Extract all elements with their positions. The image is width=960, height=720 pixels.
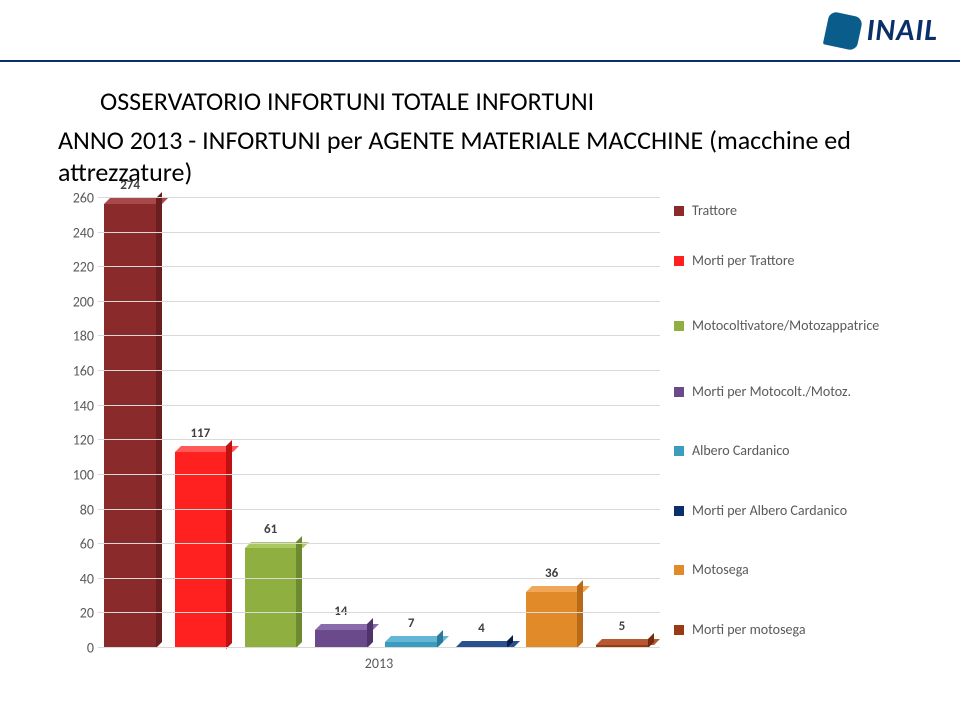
- bar-side: [577, 580, 583, 648]
- bar-side: [437, 630, 443, 648]
- logo: INAIL: [826, 12, 938, 49]
- grid-line: [98, 405, 660, 406]
- grid-line: [98, 266, 660, 267]
- grid-line: [98, 197, 660, 198]
- legend-swatch: [674, 565, 684, 575]
- y-tick: 100: [73, 466, 94, 483]
- legend-item: Trattore: [674, 202, 940, 220]
- grid-line: [98, 578, 660, 579]
- bar-value-label: 117: [175, 426, 227, 441]
- bar-front: [104, 204, 156, 648]
- legend-label: Motocoltivatore/Motozappatrice: [692, 317, 940, 335]
- bar-value-label: 4: [456, 621, 508, 636]
- legend-label: Motosega: [692, 561, 940, 579]
- legend-swatch: [674, 206, 684, 216]
- grid-line: [98, 439, 660, 440]
- bar-value-label: 14: [315, 604, 367, 619]
- bar-value-label: 7: [385, 616, 437, 631]
- legend-label: Morti per Albero Cardanico: [692, 502, 940, 520]
- legend-label: Morti per Trattore: [692, 252, 940, 270]
- bar-value-label: 274: [104, 178, 156, 193]
- grid-line: [98, 370, 660, 371]
- grid-line: [98, 232, 660, 233]
- grid-line: [98, 647, 660, 648]
- page: INAIL OSSERVATORIO INFORTUNI TOTALE INFO…: [0, 0, 960, 720]
- legend-swatch: [674, 625, 684, 635]
- y-axis: 020406080100120140160180200220240260: [58, 198, 98, 648]
- legend-item: Albero Cardanico: [674, 442, 940, 460]
- legend-swatch: [674, 321, 684, 331]
- bar: 36: [526, 586, 584, 648]
- grid-line: [98, 301, 660, 302]
- y-tick: 120: [73, 432, 94, 449]
- logo-icon: [823, 10, 863, 50]
- bar-side: [296, 536, 302, 648]
- y-tick: 60: [80, 536, 94, 553]
- y-tick: 40: [80, 570, 94, 587]
- legend-item: Morti per motosega: [674, 621, 940, 639]
- grid-line: [98, 474, 660, 475]
- bar-front: [175, 452, 227, 649]
- bar-value-label: 5: [596, 619, 648, 634]
- legend-label: Trattore: [692, 202, 940, 220]
- y-tick: 240: [73, 224, 94, 241]
- bar-front: [315, 630, 367, 648]
- bar-side: [648, 633, 654, 648]
- y-tick: 0: [87, 640, 94, 657]
- bar-value-label: 61: [245, 522, 297, 537]
- bar-front: [245, 548, 297, 648]
- legend-swatch: [674, 506, 684, 516]
- x-axis-label: 2013: [98, 655, 660, 672]
- bar-front: [526, 592, 578, 648]
- legend-item: Morti per Trattore: [674, 252, 940, 270]
- page-subtitle: ANNO 2013 - INFORTUNI per AGENTE MATERIA…: [58, 124, 900, 188]
- plot-area: 274117611474365: [98, 198, 660, 648]
- legend-label: Morti per Motocolt./Motoz.: [692, 383, 940, 401]
- bar: 14: [315, 624, 373, 648]
- legend-swatch: [674, 387, 684, 397]
- page-title: OSSERVATORIO INFORTUNI TOTALE INFORTUNI: [100, 85, 900, 117]
- bar: 117: [175, 446, 233, 649]
- logo-text: INAIL: [866, 12, 938, 49]
- y-tick: 200: [73, 293, 94, 310]
- legend-label: Albero Cardanico: [692, 442, 940, 460]
- grid-line: [98, 543, 660, 544]
- legend-item: Morti per Motocolt./Motoz.: [674, 383, 940, 401]
- y-tick: 260: [73, 190, 94, 207]
- y-tick: 140: [73, 397, 94, 414]
- bar-chart: 020406080100120140160180200220240260 274…: [58, 198, 940, 690]
- legend-item: Motosega: [674, 561, 940, 579]
- header-divider: [0, 60, 960, 62]
- header: INAIL: [0, 0, 960, 62]
- grid-line: [98, 509, 660, 510]
- y-tick: 220: [73, 259, 94, 276]
- y-tick: 180: [73, 328, 94, 345]
- legend-swatch: [674, 446, 684, 456]
- bar: 61: [245, 542, 303, 648]
- bar-side: [156, 192, 162, 648]
- y-tick: 80: [80, 501, 94, 518]
- grid-line: [98, 335, 660, 336]
- y-tick: 160: [73, 363, 94, 380]
- y-tick: 20: [80, 605, 94, 622]
- bar-side: [367, 618, 373, 648]
- legend-item: Morti per Albero Cardanico: [674, 502, 940, 520]
- grid-line: [98, 612, 660, 613]
- legend-swatch: [674, 256, 684, 266]
- legend-label: Morti per motosega: [692, 621, 940, 639]
- legend-item: Motocoltivatore/Motozappatrice: [674, 317, 940, 335]
- legend: Trattore Morti per Trattore Motocoltivator…: [674, 198, 940, 648]
